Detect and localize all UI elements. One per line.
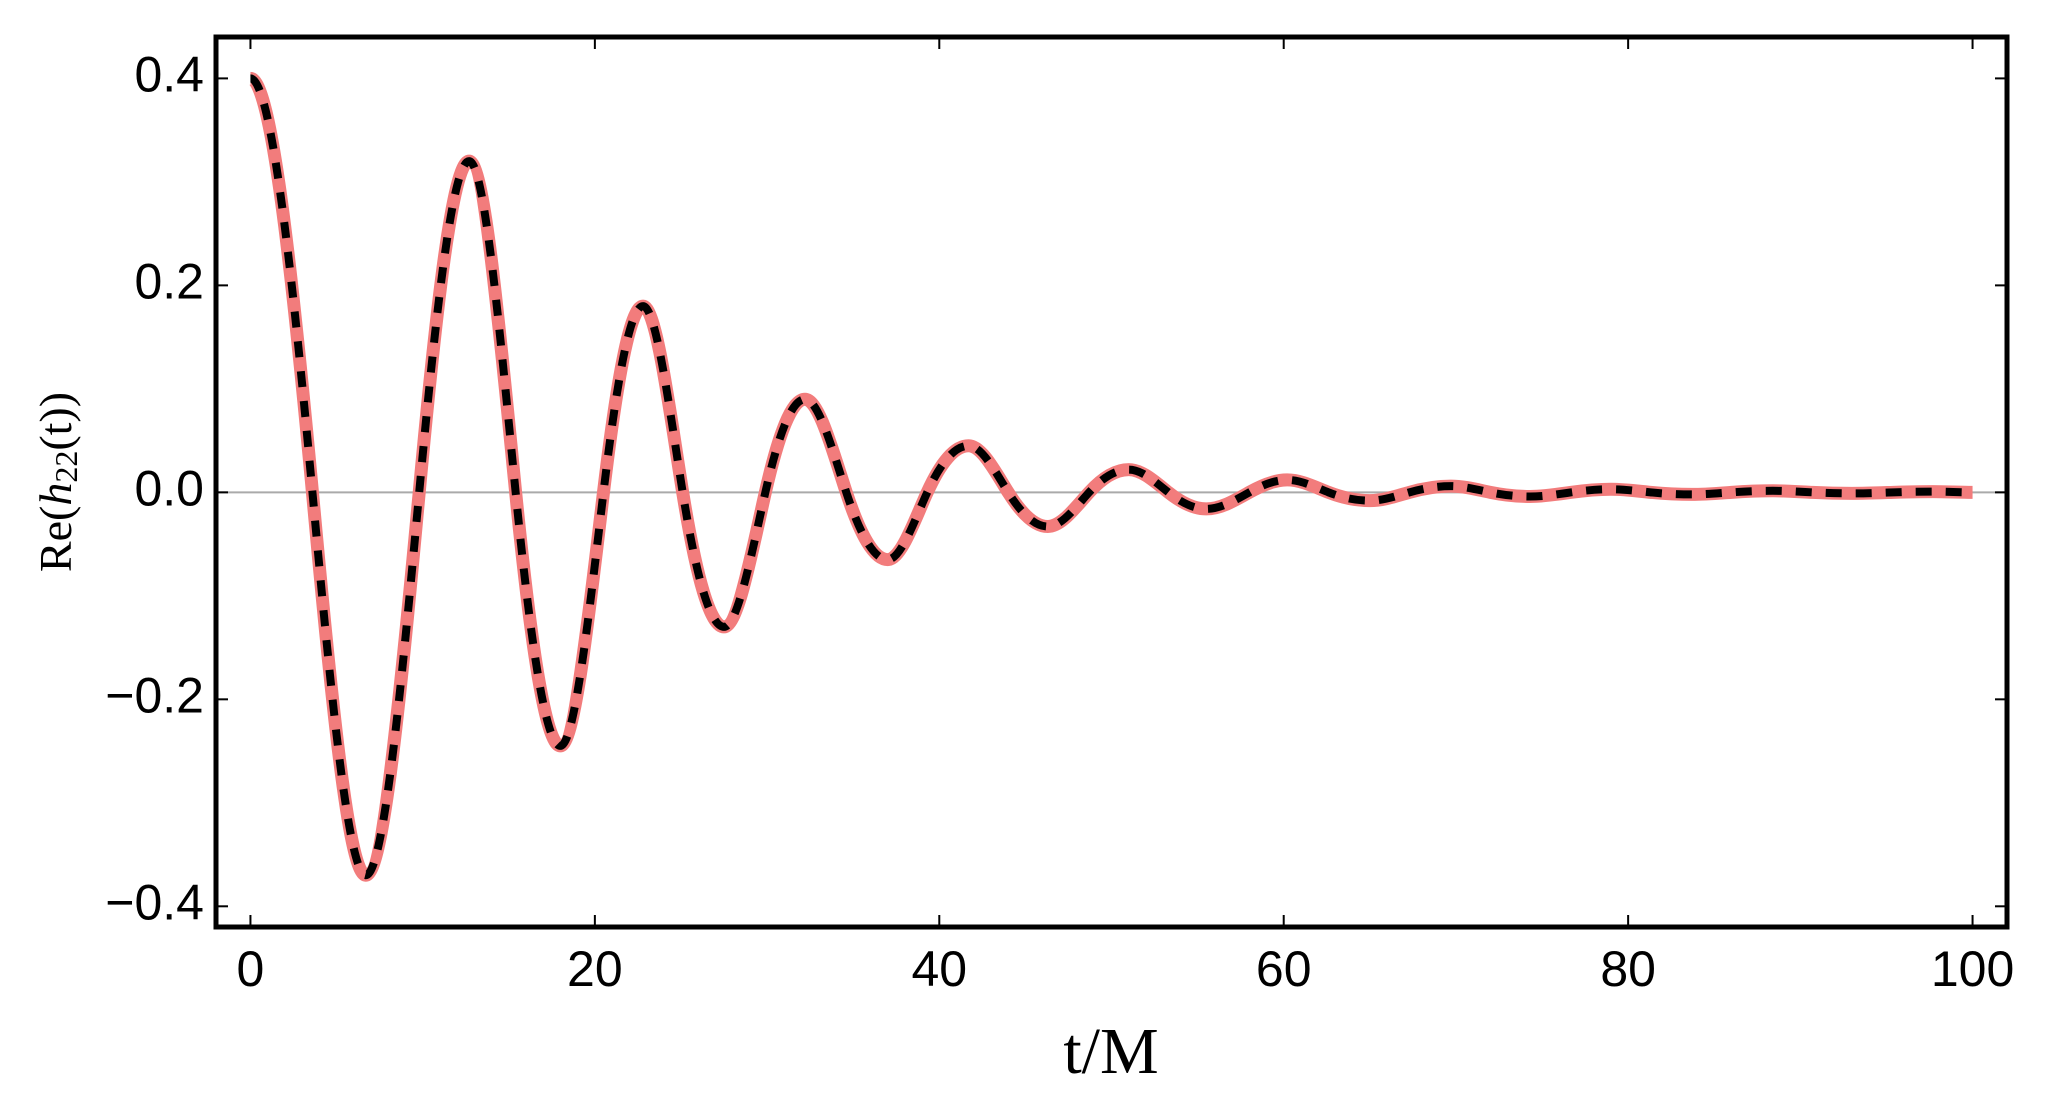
x-tick-label: 80 <box>1600 941 1656 997</box>
y-axis-label: Re(h22(t)) <box>30 392 85 572</box>
y-tick-label: 0.4 <box>134 47 204 103</box>
y-tick-label: 0.0 <box>134 461 204 517</box>
plot-frame <box>213 34 2010 930</box>
x-tick-label: 0 <box>237 941 265 997</box>
y-label-symbol: h <box>30 483 81 506</box>
x-tick-label: 20 <box>567 941 623 997</box>
x-axis-label: t/M <box>1063 1015 1158 1088</box>
x-tick-label: 60 <box>1256 941 1312 997</box>
y-tick-label: −0.4 <box>105 875 204 931</box>
x-tick-label: 40 <box>911 941 967 997</box>
y-label-subscript: 22 <box>48 451 84 483</box>
y-tick-label: −0.2 <box>105 668 204 724</box>
plot-area <box>216 71 2007 882</box>
y-label-part: Re( <box>30 506 81 572</box>
y-tick-label: 0.2 <box>134 254 204 310</box>
x-tick-label: 100 <box>1931 941 2014 997</box>
y-label-part: (t)) <box>30 392 81 451</box>
series-line <box>248 74 1973 880</box>
